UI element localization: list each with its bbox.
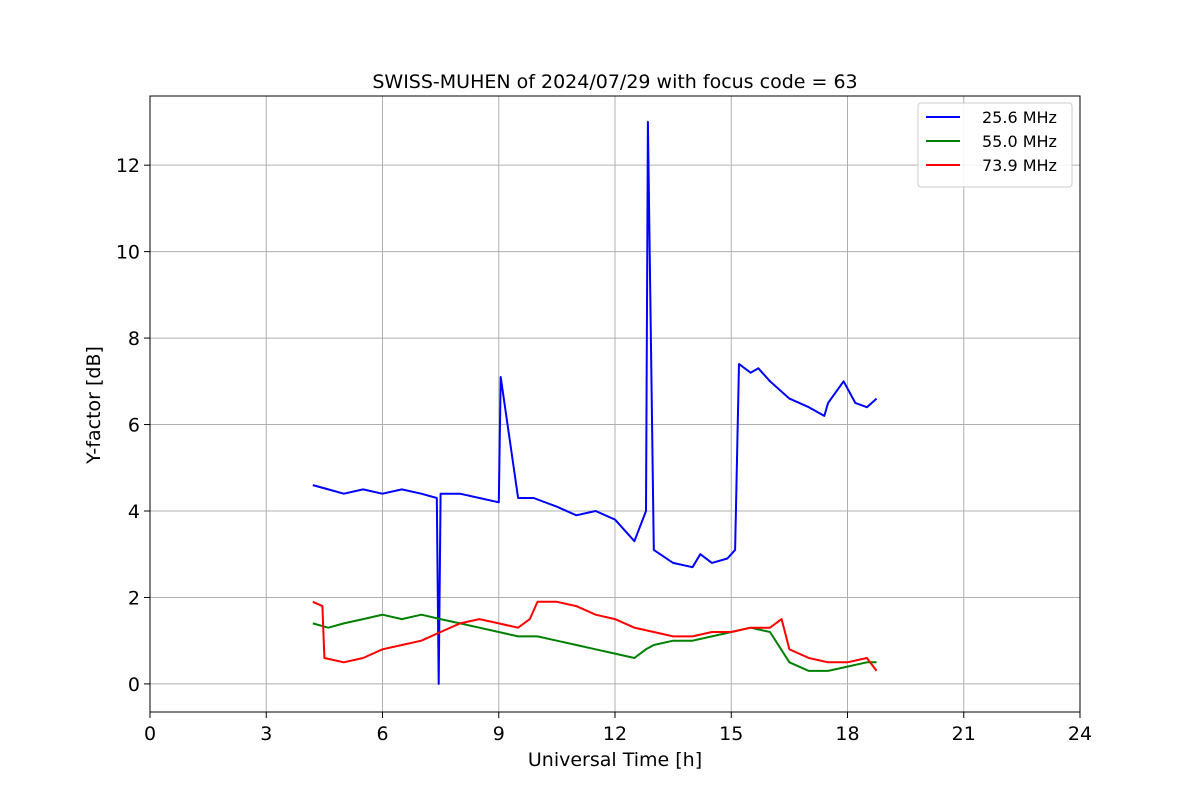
x-tick-label: 24: [1068, 723, 1092, 745]
y-tick-label: 0: [128, 674, 140, 696]
legend-label: 25.6 MHz: [982, 108, 1057, 127]
x-tick-label: 18: [835, 723, 859, 745]
plot-area: [312, 120, 878, 685]
x-tick-label: 9: [493, 723, 505, 745]
series-line-3: [312, 600, 878, 672]
legend: 25.6 MHz 55.0 MHz 73.9 MHz: [917, 102, 1073, 188]
series-line-2: [312, 613, 877, 672]
x-tick-label: 3: [260, 723, 272, 745]
x-tick-label: 21: [952, 723, 976, 745]
x-axis-label: Universal Time [h]: [528, 749, 702, 771]
y-axis-ticks: 0 2 4 6 8 10 12: [116, 155, 150, 696]
x-tick-label: 6: [376, 723, 388, 745]
x-tick-label: 0: [144, 723, 156, 745]
y-tick-label: 10: [116, 242, 140, 264]
y-tick-label: 12: [116, 155, 140, 177]
y-tick-label: 6: [128, 415, 140, 437]
x-axis-ticks: 0 3 6 9 12 15 18 21 24: [144, 712, 1092, 745]
legend-label: 73.9 MHz: [982, 156, 1057, 175]
series-line-1: [312, 120, 878, 685]
y-tick-label: 4: [128, 501, 140, 523]
y-tick-label: 8: [128, 328, 140, 350]
chart-title: SWISS-MUHEN of 2024/07/29 with focus cod…: [372, 71, 857, 93]
legend-label: 55.0 MHz: [982, 132, 1057, 151]
x-tick-label: 15: [719, 723, 743, 745]
y-axis-label: Y-factor [dB]: [83, 346, 105, 465]
x-tick-label: 12: [603, 723, 627, 745]
y-tick-label: 2: [128, 587, 140, 609]
